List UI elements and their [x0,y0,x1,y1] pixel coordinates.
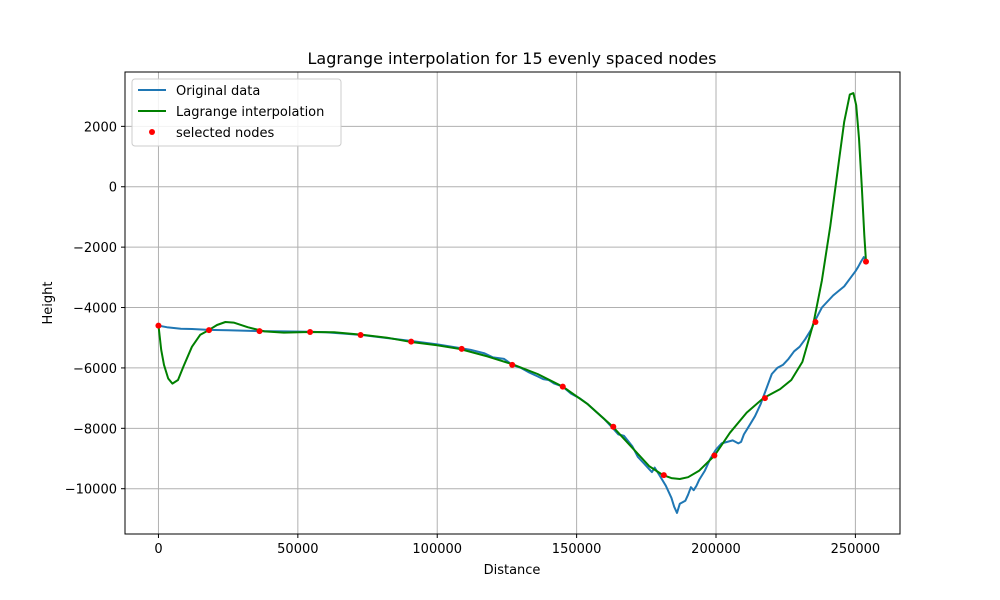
x-tick-label: 50000 [277,542,318,557]
node-point [307,328,314,335]
x-ticks: 0 50000 100000 150000 200000 250000 [154,534,880,557]
x-tick-label: 100000 [412,542,462,557]
node-point [408,338,415,345]
y-tick-label: −10000 [65,483,117,498]
node-point [458,345,465,352]
y-tick-label: −8000 [73,422,117,437]
node-point [559,383,566,390]
y-tick-label: −2000 [73,241,117,256]
node-point [862,258,869,265]
node-point [256,328,263,335]
x-tick-label: 150000 [552,542,602,557]
y-ticks: 2000 0 −2000 −4000 −6000 −8000 −10000 [65,120,125,498]
selected-nodes [155,258,869,479]
legend-box [131,78,342,147]
legend: Original data Lagrange interpolation sel… [131,78,342,147]
y-tick-label: 0 [109,181,117,196]
node-point [812,319,819,326]
node-point [761,395,768,402]
y-tick-label: 2000 [84,120,117,135]
legend-label-lagrange: Lagrange interpolation [176,105,324,120]
plot-frame [124,71,901,535]
grid [125,72,900,534]
x-tick-label: 0 [154,542,162,557]
y-axis-label: Height [41,282,56,325]
node-point [357,332,364,339]
node-point [509,361,516,368]
y-tick-label: −4000 [73,302,117,317]
y-tick-label: −6000 [73,362,117,377]
node-point [155,322,162,329]
node-point [205,327,212,334]
legend-label-nodes: selected nodes [176,126,274,141]
x-tick-label: 250000 [831,542,881,557]
x-tick-label: 200000 [691,542,741,557]
node-point [610,423,617,430]
legend-label-original-data: Original data [176,84,260,99]
node-point [660,472,667,479]
x-axis-label: Distance [484,563,541,578]
chart-title: Lagrange interpolation for 15 evenly spa… [308,49,717,68]
node-point [711,452,718,459]
legend-swatch-nodes [149,129,155,135]
